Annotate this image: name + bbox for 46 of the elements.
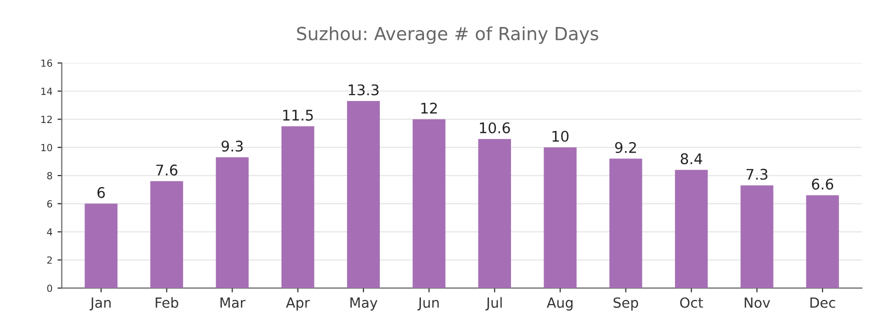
- x-tick-label: Jul: [486, 297, 502, 310]
- data-label: 11.5: [283, 110, 313, 121]
- bar: [806, 195, 839, 288]
- data-label: 10.6: [480, 122, 510, 134]
- x-tick-label: Sep: [614, 297, 638, 311]
- y-tick-label: 10: [41, 144, 52, 152]
- x-tick-label: Dec: [810, 298, 836, 308]
- x-tick-label: Jan: [90, 298, 111, 310]
- data-label: 7.6: [156, 164, 178, 176]
- data-label: 6: [97, 187, 105, 198]
- x-tick-label: May: [350, 298, 378, 311]
- bar: [740, 185, 774, 288]
- y-tick-label: 0: [47, 284, 52, 292]
- data-label: 6.6: [812, 178, 834, 190]
- bar: [347, 100, 380, 288]
- bar: [216, 157, 249, 288]
- bar: [478, 138, 512, 288]
- bar: [674, 170, 708, 288]
- data-label: 9.2: [615, 142, 636, 154]
- y-tick-label: 16: [41, 59, 52, 67]
- data-label: 7.3: [746, 168, 768, 180]
- x-tick-label: Nov: [744, 298, 770, 308]
- bar: [544, 147, 577, 288]
- x-tick-label: Aug: [546, 298, 572, 311]
- y-tick-label: 14: [41, 88, 52, 95]
- bar: [609, 158, 642, 288]
- bar: [412, 119, 446, 288]
- bar: [150, 181, 184, 288]
- x-tick-label: Oct: [680, 297, 704, 308]
- y-tick-label: 2: [47, 256, 52, 264]
- x-tick-label: Mar: [220, 298, 246, 308]
- y-tick-label: 4: [47, 228, 52, 236]
- y-tick-label: 12: [41, 116, 52, 123]
- x-tick-label: Feb: [156, 297, 178, 308]
- data-label: 12: [421, 102, 437, 114]
- y-tick-label: 6: [47, 200, 52, 208]
- data-label: 10: [552, 130, 569, 142]
- chart-title: Suzhou: Average # of Rainy Days: [297, 26, 598, 44]
- data-label: 13.3: [348, 84, 379, 96]
- bar: [281, 126, 314, 288]
- bar: [84, 204, 118, 288]
- data-label: 8.4: [680, 153, 702, 164]
- x-tick-label: Jun: [417, 298, 439, 310]
- y-tick-label: 8: [47, 172, 52, 180]
- x-tick-label: Apr: [286, 298, 310, 311]
- data-label: 9.3: [222, 140, 243, 152]
